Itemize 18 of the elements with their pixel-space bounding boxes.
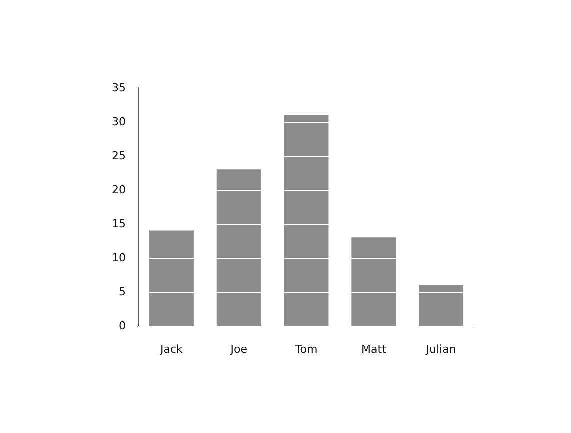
x-tick-label: Tom: [294, 343, 318, 356]
y-tick-label: 35: [112, 82, 126, 94]
x-tick-label: Matt: [361, 343, 388, 356]
x-tick-label: Julian: [425, 343, 456, 356]
y-tick-label: 20: [112, 184, 126, 196]
bar: [352, 238, 396, 326]
y-tick-label: 5: [119, 286, 126, 298]
y-tick-label: 15: [112, 218, 126, 230]
bar: [284, 115, 329, 326]
bar: [419, 285, 464, 326]
bar: [149, 230, 194, 326]
bar: [216, 170, 262, 326]
y-tick-label: 25: [112, 150, 126, 162]
y-tick-label: 10: [112, 252, 126, 264]
x-tick-label: Joe: [230, 343, 248, 356]
y-tick-label: 0: [119, 320, 126, 332]
x-tick-label: Jack: [159, 343, 184, 356]
y-tick-label: 30: [112, 116, 126, 128]
